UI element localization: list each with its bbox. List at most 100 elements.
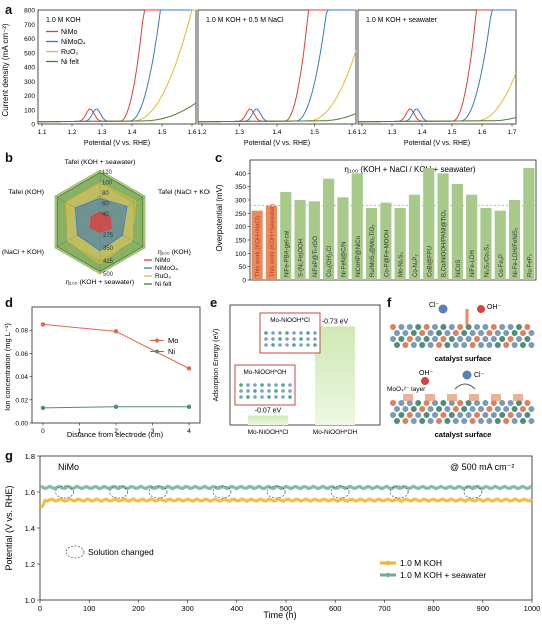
e-inset-atom: [260, 383, 264, 387]
f-surface-atom: [423, 336, 430, 342]
radar-axis-label: η₁₀₀ (KOH): [158, 249, 191, 256]
f-surface-atom: [406, 336, 413, 342]
c-bar-label: Ru/MoS₂@Mo₂TiO₂: [370, 224, 376, 277]
g-xtick-label: 700: [378, 604, 391, 613]
f-surface-atom: [398, 412, 405, 418]
e-inset-atom: [288, 383, 292, 387]
d-point-ni: [186, 404, 192, 409]
a-ytick-label: 100: [24, 107, 35, 114]
e-inset-atom: [274, 395, 278, 399]
c-frame: [249, 159, 537, 281]
f-surface-atom: [390, 400, 396, 406]
f-surface-atom: [415, 412, 422, 418]
c-bar: [265, 205, 278, 280]
g-annotation-label: Solution changed: [88, 547, 154, 557]
f-surface-atom: [524, 336, 531, 342]
b-legend-label: NiMoO₄: [155, 265, 178, 272]
f-surface-atom: [394, 418, 400, 424]
a-xtick-label: 1.6: [187, 129, 196, 136]
e-bar: [248, 415, 288, 425]
e-inset-atom: [264, 343, 268, 347]
f-surface-atom: [499, 336, 506, 342]
a-xtick-label: 1.1: [37, 129, 46, 136]
c-bar: [494, 210, 506, 280]
g-xtick-label: 300: [181, 604, 194, 613]
f-surface-atom: [440, 400, 447, 406]
c-ytick-label: 200: [235, 224, 246, 231]
f-surface-atom: [448, 324, 455, 330]
panel-d-plot: 0 1 2 3 4 0.00 0.02 0.04 0.06 0.08 Mo Ni: [15, 306, 201, 435]
d-xtick-label: 3: [151, 428, 155, 435]
panel-g-ylabel: Potential (V vs. RHE): [4, 485, 14, 570]
c-bar-label: Co-Fe₂P: [499, 254, 505, 277]
c-bar: [280, 192, 292, 280]
c-bar: [308, 201, 320, 280]
f-surface-atom: [419, 406, 426, 412]
c-bar: [480, 208, 492, 280]
e-inset-atom: [239, 395, 243, 399]
f-surface-atom: [402, 330, 409, 336]
f-surface-atom: [507, 412, 514, 418]
f-surface-atom: [478, 406, 484, 412]
g-legend-label: 1.0 M KOH + seawater: [400, 570, 486, 580]
f-surface-atom: [390, 336, 396, 342]
f-label-oh-top: OH⁻: [487, 304, 502, 311]
panel-e: e Adsorption Energy (eV) -0.07 eV Mo-NiOO…: [210, 295, 385, 445]
panel-g-plot: 0 100 200 300 400 500 600 700 800 900 1000 1.0 1.2 1.…: [25, 452, 541, 613]
c-bar: [466, 194, 478, 280]
a-subplot-frame: [37, 9, 197, 125]
f-moo4-cluster: [447, 394, 457, 401]
f-cl-ion: [438, 304, 448, 314]
c-ytick-label: 250: [235, 211, 246, 218]
c-ytick-label: 300: [235, 198, 246, 205]
panel-f: f catalyst surface Cl⁻ OH⁻ catalyst surface…: [385, 295, 542, 445]
c-bar: [337, 197, 349, 280]
b-legend-label: RuO₂: [155, 273, 171, 280]
d-xtick-label: 4: [187, 428, 191, 435]
g-ytick-label: 1.6: [25, 488, 35, 497]
f-surface-atom: [482, 324, 489, 330]
panel-c-title: η₁₀₀ (KOH + NaCl / KOH + seawater): [344, 165, 475, 174]
c-bar: [523, 168, 535, 280]
d-point-mo: [40, 322, 46, 327]
a-curve-ruo2: [198, 50, 357, 123]
f-surface-atom: [415, 336, 422, 342]
e-inset-atom: [267, 383, 271, 387]
f-surface-atom: [440, 324, 447, 330]
panel-e-plot: -0.07 eV Mo-NiOOH*Cl -0.73 eV Mo-NiOOH*OH Mo…: [229, 304, 381, 436]
e-bar-value: -0.07 eV: [255, 408, 282, 415]
f-surface-atom: [494, 342, 501, 348]
panel-letter-e: e: [210, 295, 218, 310]
d-point-ni: [40, 405, 46, 411]
a-xtick-label: 1.3: [235, 129, 244, 136]
f-surface-atom: [474, 412, 480, 418]
f-surface-atom: [494, 418, 501, 424]
a-curve-ni: [358, 116, 517, 123]
f-surface-atom: [516, 400, 522, 406]
c-bar-label: Co-P@Fe-MOOH: [384, 230, 390, 277]
radar-series: [89, 211, 112, 233]
f-surface-atom: [474, 400, 480, 406]
f-surface-atom: [432, 412, 438, 418]
e-inset-atom: [239, 389, 243, 393]
a-xtick-label: 1.4: [272, 129, 281, 136]
c-bar-label: Ni₃S₂/Co₃S₄: [484, 244, 490, 277]
e-inset-atom: [292, 331, 296, 335]
panel-g-line-chart: Potential (V vs. RHE) Time (h) NiMo @ 50…: [4, 452, 541, 620]
f-surface-atom: [524, 324, 531, 330]
f-surface-atom: [432, 400, 438, 406]
c-bar: [451, 184, 463, 280]
f-surface-atom: [444, 330, 451, 336]
c-bar: [508, 200, 521, 280]
f-label-cl-bottom: Cl⁻: [474, 372, 485, 379]
f-surface-atom: [499, 412, 506, 418]
a-xtick-label: 1.2: [197, 129, 206, 136]
f-oh-ion-bottom: [421, 377, 429, 385]
c-bar: [323, 178, 335, 280]
d-point-mo: [113, 329, 119, 334]
g-xtick-label: 0: [38, 604, 42, 613]
a-subplot-title: 1.0 M KOH: [46, 17, 81, 24]
d-xtick-label: 0: [41, 428, 45, 435]
e-inset-atom: [271, 337, 275, 341]
f-surface-atom: [486, 342, 493, 348]
